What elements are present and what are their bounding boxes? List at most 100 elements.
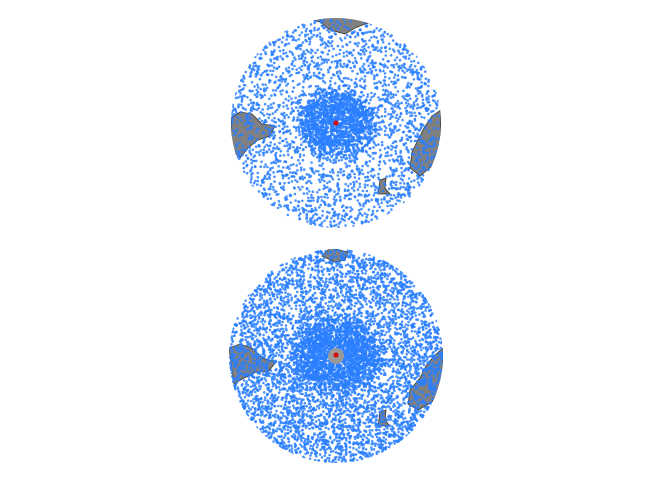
point: [400, 338, 403, 341]
point: [320, 132, 324, 135]
point: [372, 77, 376, 81]
point: [347, 87, 350, 90]
point: [286, 165, 290, 168]
point: [249, 168, 253, 172]
point: [394, 326, 397, 330]
point: [309, 454, 312, 457]
point: [314, 64, 318, 68]
point: [282, 166, 285, 169]
point: [320, 58, 324, 61]
point: [335, 439, 339, 443]
point: [309, 127, 312, 131]
point: [265, 46, 269, 49]
point: [411, 105, 415, 109]
point: [279, 90, 282, 93]
point: [277, 65, 281, 68]
point: [244, 70, 248, 74]
point: [400, 171, 404, 174]
point: [375, 111, 379, 114]
point: [298, 82, 301, 86]
point: [314, 208, 318, 212]
point: [332, 153, 335, 156]
point: [414, 314, 418, 317]
point: [275, 409, 278, 413]
point: [235, 144, 238, 148]
point: [348, 134, 351, 137]
point: [388, 199, 391, 203]
point: [415, 68, 419, 72]
point: [328, 211, 331, 214]
point: [247, 138, 251, 141]
point: [406, 121, 409, 125]
point: [392, 159, 396, 163]
point: [388, 135, 392, 139]
point: [335, 147, 339, 151]
point: [396, 199, 399, 202]
point: [287, 181, 291, 184]
point: [296, 149, 300, 153]
point: [342, 97, 346, 100]
point: [290, 107, 294, 110]
point: [401, 193, 405, 196]
point: [301, 23, 304, 27]
point: [323, 139, 326, 142]
point: [427, 112, 430, 116]
point: [312, 221, 315, 224]
point: [330, 95, 333, 99]
point: [331, 73, 335, 76]
point: [410, 152, 414, 156]
point: [389, 35, 392, 38]
point: [420, 115, 424, 119]
point: [396, 99, 400, 103]
point: [400, 157, 403, 161]
point: [418, 171, 421, 174]
point: [269, 150, 273, 154]
point: [329, 100, 332, 104]
point: [310, 35, 314, 39]
point: [298, 130, 301, 134]
point: [268, 148, 271, 151]
point: [291, 53, 295, 56]
point: [268, 193, 271, 196]
point: [366, 184, 369, 187]
point: [249, 181, 253, 184]
point: [366, 95, 369, 99]
point: [413, 65, 417, 68]
point: [256, 95, 259, 98]
point: [353, 89, 356, 92]
point: [389, 197, 393, 200]
point: [347, 188, 350, 192]
point: [360, 220, 364, 224]
point: [252, 65, 255, 68]
point: [272, 161, 276, 164]
point: [314, 123, 318, 126]
point: [309, 37, 312, 41]
point: [302, 147, 305, 151]
point: [337, 147, 341, 150]
point: [248, 121, 251, 124]
point: [264, 163, 267, 166]
point: [343, 111, 347, 115]
point: [323, 118, 327, 122]
point: [360, 37, 364, 41]
point: [324, 157, 328, 160]
point: [283, 181, 286, 185]
point: [248, 149, 251, 152]
point: [361, 164, 364, 168]
point: [322, 172, 325, 176]
point: [269, 69, 272, 73]
point: [331, 168, 334, 171]
point: [373, 46, 377, 49]
point: [320, 153, 323, 157]
point: [349, 175, 352, 179]
point: [307, 204, 311, 208]
point: [415, 376, 419, 379]
point: [370, 114, 374, 117]
point: [365, 71, 369, 75]
point: [294, 58, 297, 61]
point: [411, 68, 414, 71]
point: [387, 42, 391, 46]
point: [415, 127, 419, 130]
point: [269, 185, 272, 188]
point: [248, 301, 251, 304]
